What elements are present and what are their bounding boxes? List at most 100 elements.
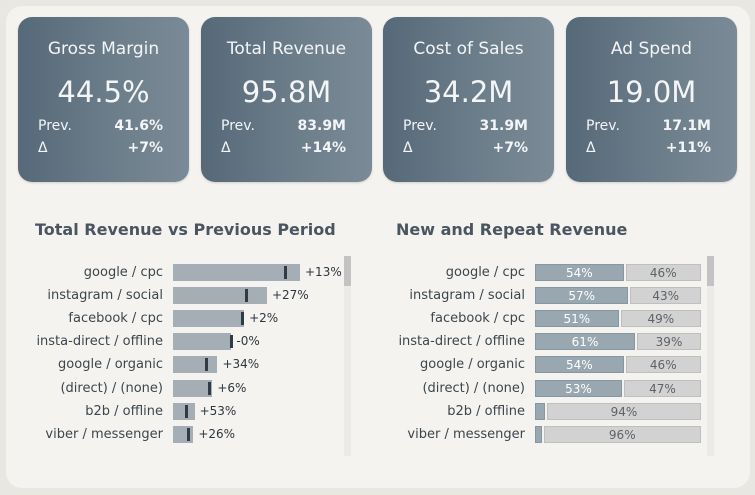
kpi-prev-value: 41.6%: [114, 118, 163, 134]
kpi-prev-value: 17.1M: [662, 118, 711, 134]
delta-label: +34%: [222, 357, 260, 372]
new-revenue-segment[interactable]: 54%: [535, 264, 624, 281]
row-label: viber / messenger: [45, 426, 163, 442]
kpi-value: 44.5%: [57, 75, 150, 109]
revenue-bar[interactable]: [173, 379, 213, 397]
row-label: facebook / cpc: [68, 311, 163, 327]
previous-period-marker: [185, 404, 189, 418]
kpi-delta-label: Δ: [586, 140, 596, 156]
kpi-card-ad-spend[interactable]: Ad Spend 19.0M Prev. 17.1M Δ +11%: [566, 17, 737, 182]
split-row[interactable]: viber / messenger 96%: [0, 425, 705, 443]
repeat-revenue-segment[interactable]: 49%: [620, 310, 701, 328]
kpi-prev-label: Prev.: [38, 118, 72, 134]
repeat-revenue-segment[interactable]: 94%: [546, 402, 701, 420]
revenue-bar[interactable]: [173, 333, 232, 351]
revenue-row[interactable]: insta-direct / offline -0%: [0, 333, 340, 351]
row-label: b2b / offline: [447, 403, 525, 419]
repeat-revenue-segment[interactable]: 47%: [623, 379, 701, 397]
revenue-bar[interactable]: [173, 287, 267, 305]
previous-period-marker: [187, 427, 191, 441]
kpi-delta-value: +7%: [127, 140, 164, 156]
revenue-chart-scrollbar[interactable]: [344, 256, 351, 456]
kpi-prev-value: 83.9M: [297, 118, 346, 134]
revenue-bar[interactable]: [173, 402, 195, 420]
row-label: insta-direct / offline: [36, 334, 163, 350]
split-row[interactable]: google / organic 54% 46%: [0, 356, 705, 374]
revenue-bar[interactable]: [173, 310, 245, 328]
scrollbar-thumb[interactable]: [344, 256, 351, 286]
new-revenue-segment[interactable]: 61%: [535, 333, 636, 351]
previous-period-marker: [208, 381, 212, 395]
repeat-revenue-segment[interactable]: 43%: [630, 287, 701, 305]
repeat-revenue-segment[interactable]: 96%: [543, 425, 701, 443]
kpi-delta-label: Δ: [221, 140, 231, 156]
row-label: b2b / offline: [85, 403, 163, 419]
repeat-revenue-segment[interactable]: 39%: [637, 333, 701, 351]
row-label: viber / messenger: [407, 426, 525, 442]
kpi-delta-value: +7%: [492, 140, 529, 156]
revenue-row[interactable]: (direct) / (none) +6%: [0, 379, 340, 397]
scrollbar-thumb[interactable]: [707, 256, 714, 286]
kpi-card-cost-of-sales[interactable]: Cost of Sales 34.2M Prev. 31.9M Δ +7%: [383, 17, 554, 182]
previous-period-marker: [229, 335, 233, 349]
kpi-delta-value: +14%: [300, 140, 346, 156]
kpi-prev-label: Prev.: [403, 118, 437, 134]
new-revenue-segment[interactable]: [535, 425, 542, 443]
delta-label: +13%: [305, 265, 342, 279]
new-revenue-segment[interactable]: [535, 402, 545, 420]
row-label: google / organic: [420, 357, 525, 373]
new-revenue-segment[interactable]: 57%: [535, 287, 629, 305]
new-revenue-segment[interactable]: 53%: [535, 379, 622, 397]
revenue-row[interactable]: instagram / social +27%: [0, 287, 340, 305]
delta-label: +26%: [198, 426, 236, 441]
revenue-row[interactable]: facebook / cpc +2%: [0, 310, 340, 328]
revenue-row[interactable]: b2b / offline +53%: [0, 402, 340, 420]
kpi-value: 19.0M: [606, 75, 697, 109]
row-label: google / organic: [58, 357, 163, 373]
previous-period-marker: [204, 358, 208, 372]
kpi-card-gross-margin[interactable]: Gross Margin 44.5% Prev. 41.6% Δ +7%: [18, 17, 189, 182]
previous-period-marker: [283, 266, 287, 279]
kpi-prev-value: 31.9M: [479, 118, 528, 134]
split-chart-scrollbar[interactable]: [707, 256, 714, 456]
revenue-chart-title: Total Revenue vs Previous Period: [35, 220, 336, 239]
kpi-prev-label: Prev.: [586, 118, 620, 134]
split-row[interactable]: insta-direct / offline 61% 39%: [0, 333, 705, 351]
row-label: google / cpc: [83, 265, 163, 280]
delta-label: +27%: [271, 288, 309, 303]
kpi-prev-label: Prev.: [221, 118, 255, 134]
kpi-title: Cost of Sales: [413, 39, 524, 59]
kpi-value: 34.2M: [423, 75, 514, 109]
delta-label: +53%: [199, 403, 237, 418]
revenue-row[interactable]: google / cpc +13%: [0, 264, 342, 281]
revenue-bar[interactable]: [173, 264, 300, 281]
previous-period-marker: [241, 312, 245, 326]
revenue-row[interactable]: viber / messenger +26%: [0, 425, 340, 443]
kpi-title: Ad Spend: [610, 39, 693, 59]
split-row[interactable]: (direct) / (none) 53% 47%: [0, 379, 705, 397]
kpi-value: 95.8M: [241, 75, 332, 109]
previous-period-marker: [245, 289, 249, 303]
repeat-revenue-segment[interactable]: 46%: [625, 356, 701, 374]
row-label: google / cpc: [445, 265, 525, 280]
split-row[interactable]: facebook / cpc 51% 49%: [0, 310, 705, 328]
new-revenue-segment[interactable]: 51%: [535, 310, 619, 328]
row-label: (direct) / (none): [60, 380, 163, 396]
split-row[interactable]: google / cpc 54% 46%: [0, 264, 705, 281]
delta-label: +2%: [249, 311, 279, 326]
delta-label: -0%: [236, 334, 260, 349]
kpi-card-total-revenue[interactable]: Total Revenue 95.8M Prev. 83.9M Δ +14%: [201, 17, 372, 182]
kpi-delta-value: +11%: [665, 140, 711, 156]
split-chart-title: New and Repeat Revenue: [396, 220, 628, 239]
row-label: (direct) / (none): [422, 380, 525, 396]
row-label: insta-direct / offline: [398, 334, 525, 350]
delta-label: +6%: [217, 380, 247, 395]
kpi-title: Total Revenue: [226, 39, 347, 59]
row-label: instagram / social: [409, 288, 525, 304]
new-revenue-segment[interactable]: 54%: [535, 356, 624, 374]
split-row[interactable]: b2b / offline 94%: [0, 402, 705, 420]
split-row[interactable]: instagram / social 57% 43%: [0, 287, 705, 305]
kpi-title: Gross Margin: [47, 39, 160, 59]
repeat-revenue-segment[interactable]: 46%: [625, 264, 701, 281]
revenue-row[interactable]: google / organic +34%: [0, 356, 340, 374]
